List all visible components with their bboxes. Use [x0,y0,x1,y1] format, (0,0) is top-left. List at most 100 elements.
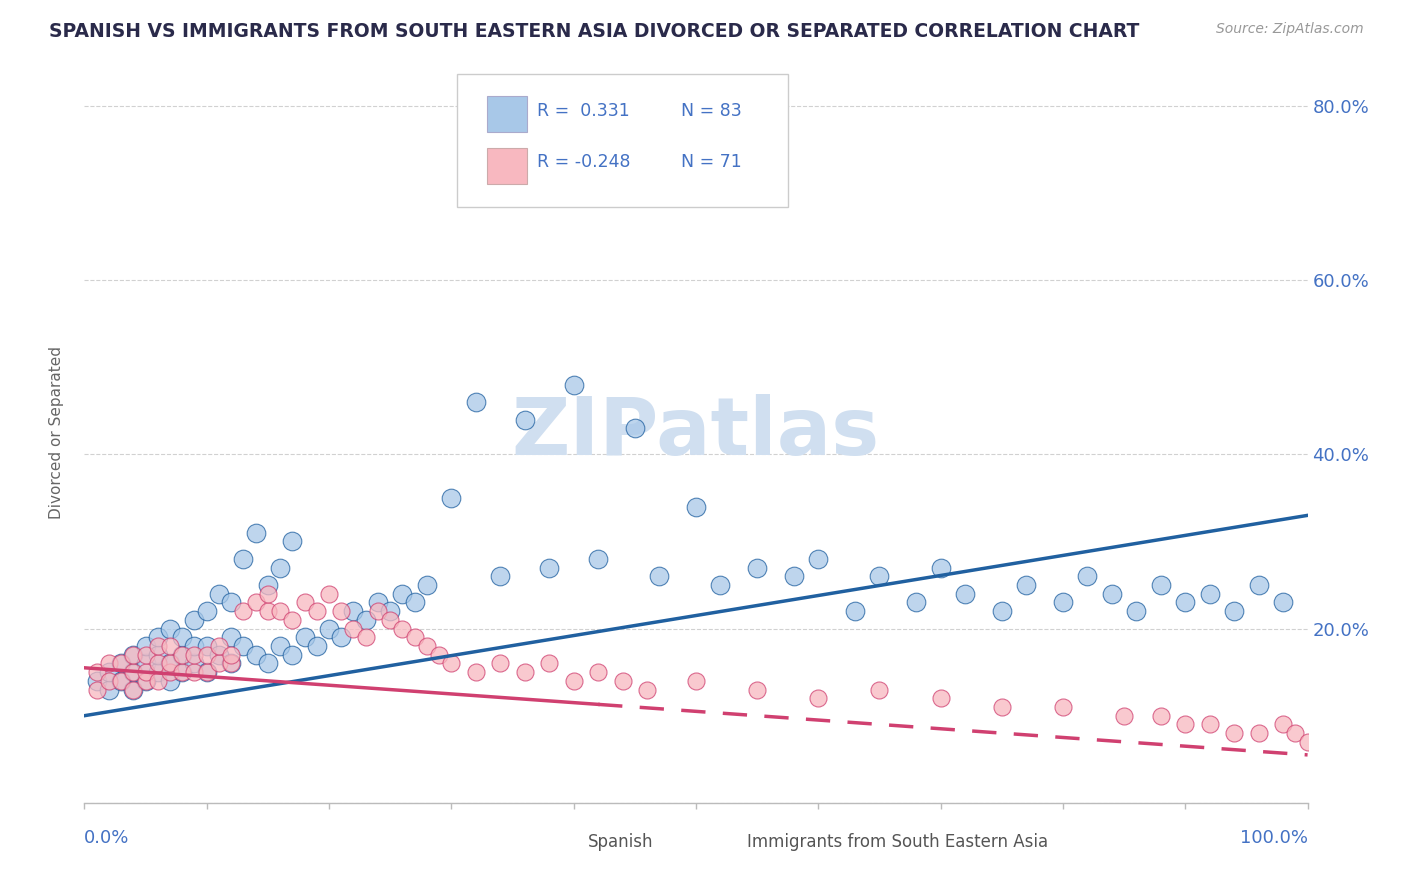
Point [905,595,928,609]
Point [1101,587,1123,601]
Point [1272,717,1295,731]
Point [685,673,707,688]
Point [245,525,267,540]
Point [245,648,267,662]
Point [747,682,769,697]
Point [159,673,181,688]
Point [305,639,328,653]
Point [269,639,291,653]
Point [159,657,181,671]
Point [146,665,169,680]
Point [929,560,952,574]
Text: N = 71: N = 71 [682,153,742,171]
Bar [486,96,527,132]
Point [807,552,830,566]
Point [636,682,658,697]
Point [208,657,231,671]
Point [208,648,231,662]
Point [404,595,426,609]
Text: ZIPatlas: ZIPatlas [512,393,880,472]
Point [807,691,830,706]
Point [367,595,389,609]
Point [342,622,364,636]
Point [146,673,169,688]
Point [624,421,647,435]
Point [586,665,609,680]
Point [183,657,205,671]
Point [195,665,218,680]
Point [245,595,267,609]
Point [869,682,891,697]
Point [195,665,218,680]
Point [159,639,181,653]
Point [1015,578,1038,592]
Point [538,560,561,574]
Bar [486,148,527,184]
Point [991,604,1014,618]
Point [1247,726,1270,740]
Point [135,648,157,662]
Point [269,604,291,618]
Point [257,578,280,592]
Point [122,648,145,662]
Point [97,673,120,688]
Point [195,639,218,653]
Point [172,648,194,662]
Point [391,587,413,601]
Point [86,682,108,697]
Point [195,648,218,662]
Point [208,587,231,601]
Point [1247,578,1270,592]
Point [172,665,194,680]
Point [219,657,242,671]
Point [538,657,561,671]
Point [1296,735,1319,749]
Point [135,673,157,688]
Point [257,604,280,618]
Point [183,648,205,662]
Point [1076,569,1098,583]
Point [489,569,512,583]
Point [354,630,377,644]
Point [953,587,976,601]
Point [783,569,806,583]
Point [1150,578,1173,592]
Point [135,665,157,680]
Point [416,639,439,653]
Point [97,682,120,697]
Point [257,657,280,671]
Point [294,630,316,644]
Point [342,604,364,618]
Point [219,630,242,644]
Text: 100.0%: 100.0% [1240,829,1308,847]
Point [1198,717,1220,731]
Point [159,657,181,671]
Point [269,560,291,574]
Point [1052,595,1074,609]
Point [427,648,450,662]
Point [97,665,120,680]
Point [513,412,536,426]
Point [709,578,731,592]
Point [318,622,340,636]
Point [135,657,157,671]
Point [208,639,231,653]
Point [135,673,157,688]
Point [929,691,952,706]
Y-axis label: Divorced or Separated: Divorced or Separated [49,346,63,519]
Point [97,657,120,671]
Point [416,578,439,592]
Point [281,648,304,662]
Point [562,377,585,392]
Point [172,648,194,662]
Point [991,700,1014,714]
Point [232,604,254,618]
Point [513,665,536,680]
Point [404,630,426,644]
Text: N = 83: N = 83 [682,102,742,120]
Point [562,673,585,688]
Point [281,534,304,549]
Point [1150,708,1173,723]
Point [1052,700,1074,714]
Point [257,587,280,601]
